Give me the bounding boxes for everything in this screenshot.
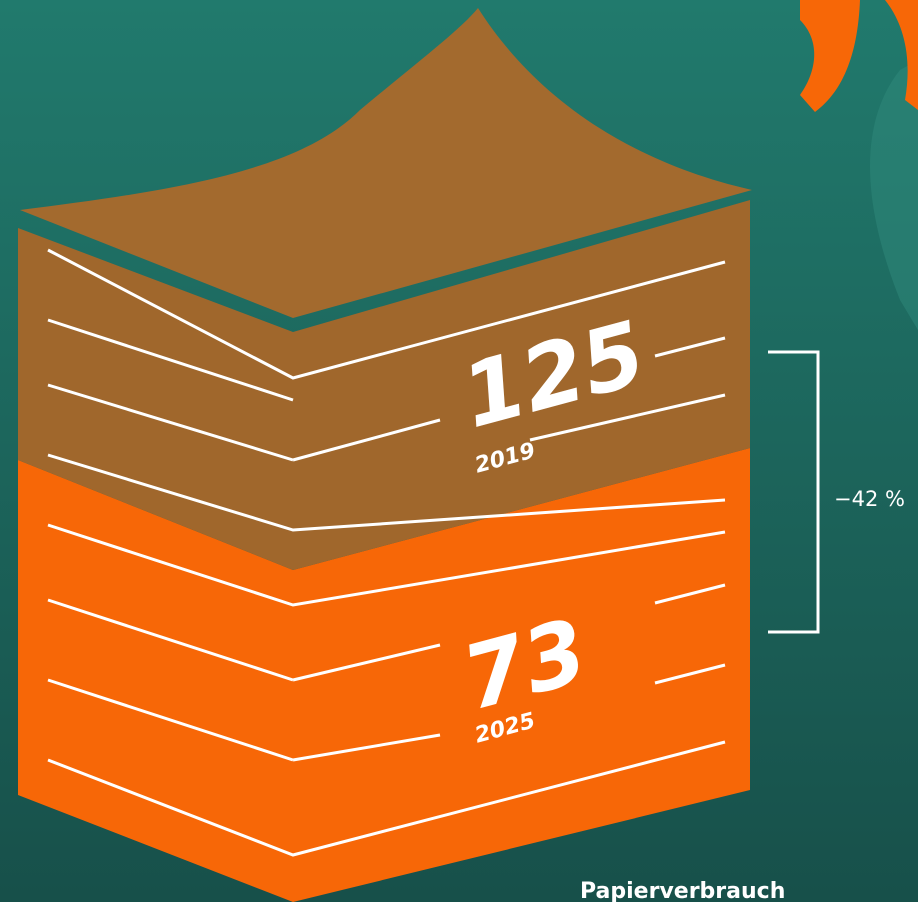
quote-mark [800,0,860,112]
caption: Papierverbrauch [580,879,785,902]
top-sheet [20,8,752,318]
upper-block [18,200,750,570]
page-lines [47,248,726,857]
quote-mark [885,0,918,110]
change-label: −42 % [834,487,905,511]
bracket [768,350,820,634]
decor-shape [870,60,918,330]
lower-block [18,448,750,902]
